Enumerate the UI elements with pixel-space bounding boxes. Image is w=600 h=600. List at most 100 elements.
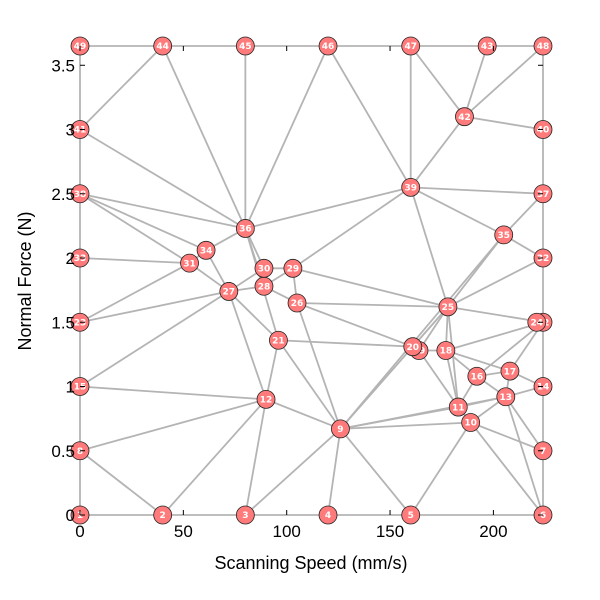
edge-21-12 (265, 340, 280, 400)
node-marker (256, 389, 276, 409)
edge-18-22 (445, 321, 544, 352)
node-24: 24 (527, 312, 547, 332)
node-label: 31 (183, 259, 196, 269)
node-marker (467, 366, 487, 386)
y-tick-label: 0 (66, 506, 75, 525)
node-marker (461, 413, 481, 432)
node-label: 17 (504, 367, 517, 377)
node-label: 13 (500, 393, 513, 403)
node-marker (331, 419, 350, 439)
node-9: 9 (331, 419, 350, 439)
edge-18-11 (444, 350, 460, 408)
node-label: 23 (74, 318, 87, 328)
nodes: 1234567891011121314151617181920212223242… (70, 36, 553, 525)
node-label: 11 (452, 403, 465, 413)
node-28: 28 (254, 276, 274, 296)
edge-26-25 (297, 302, 448, 308)
edge-39-25 (409, 187, 449, 308)
node-label: 47 (404, 42, 417, 52)
edge-39-35 (410, 186, 505, 236)
edge-47-42 (409, 45, 466, 118)
edge-23-31 (79, 262, 190, 324)
node-43: 43 (477, 36, 497, 56)
node-label: 25 (442, 303, 455, 313)
edge-42-40 (464, 115, 544, 131)
node-42: 42 (455, 107, 474, 127)
node-29: 29 (283, 258, 303, 278)
x-tick-label: 150 (376, 522, 404, 541)
tick-labels: 0 50 100 150 200 0 0.5 1 1.5 2 2.5 3 3.5 (51, 46, 543, 541)
y-tick-label: 1.5 (51, 313, 75, 332)
node-marker (287, 293, 307, 313)
node-25: 25 (438, 297, 458, 317)
node-label: 26 (291, 299, 304, 309)
y-tick-label: 2 (66, 249, 75, 268)
edge-8-12 (79, 398, 267, 452)
edges (79, 45, 544, 516)
x-tick-label: 200 (479, 522, 507, 541)
node-label: 30 (258, 264, 271, 274)
y-tick-label: 3 (66, 121, 75, 140)
edge-10-7 (470, 421, 544, 452)
edge-38-31 (79, 193, 191, 264)
node-18: 18 (436, 341, 456, 360)
node-label: 4 (325, 511, 331, 521)
edge-22-16 (476, 321, 544, 377)
edge-19-11 (418, 350, 459, 408)
node-label: 7 (540, 447, 546, 457)
x-axis-label: Scanning Speed (mm/s) (214, 553, 407, 573)
node-marker (235, 219, 255, 238)
node-label: 33 (74, 254, 87, 264)
node-label: 18 (440, 347, 453, 357)
node-label: 20 (407, 343, 420, 353)
y-tick-label: 2.5 (51, 185, 75, 204)
node-48: 48 (533, 36, 553, 56)
edge-39-29 (292, 186, 412, 270)
node-46: 46 (318, 36, 338, 56)
edge-6-13 (504, 396, 544, 516)
node-marker (318, 36, 338, 56)
node-marker (283, 258, 303, 278)
edge-5-9 (339, 428, 412, 516)
edge-27-12 (227, 291, 267, 400)
node-label: 27 (223, 288, 236, 298)
node-label: 16 (471, 372, 484, 382)
node-45: 45 (235, 36, 255, 56)
edge-46-39 (327, 45, 412, 188)
node-marker (436, 341, 456, 360)
edge-33-31 (79, 257, 190, 265)
node-marker (401, 505, 421, 525)
edge-41-36 (79, 128, 246, 230)
node-11: 11 (448, 397, 468, 417)
edge-23-27 (79, 290, 230, 324)
edge-27-21 (228, 290, 280, 341)
node-10: 10 (461, 413, 481, 432)
node-4: 4 (318, 505, 338, 525)
node-35: 35 (494, 225, 514, 245)
node-marker (455, 107, 474, 127)
node-label: 8 (77, 447, 83, 457)
node-marker (219, 282, 239, 301)
node-31: 31 (180, 253, 199, 273)
node-30: 30 (254, 258, 274, 278)
node-label: 35 (497, 231, 510, 241)
edge-13-7 (505, 396, 544, 452)
edge-38-36 (79, 192, 246, 230)
x-tick-label: 100 (273, 522, 301, 541)
node-label: 15 (74, 383, 87, 393)
edge-21-20 (278, 339, 413, 348)
edge-21-9 (277, 339, 342, 430)
node-3: 3 (235, 505, 255, 525)
node-12: 12 (256, 389, 276, 409)
node-5: 5 (401, 505, 421, 525)
node-label: 44 (156, 42, 169, 52)
node-16: 16 (467, 366, 487, 386)
node-label: 38 (74, 190, 87, 200)
node-13: 13 (496, 387, 516, 407)
edge-29-25 (292, 267, 449, 308)
node-label: 43 (481, 42, 494, 52)
edge-35-9 (339, 234, 505, 430)
edge-41-44 (79, 45, 164, 131)
edge-44-36 (161, 45, 247, 229)
